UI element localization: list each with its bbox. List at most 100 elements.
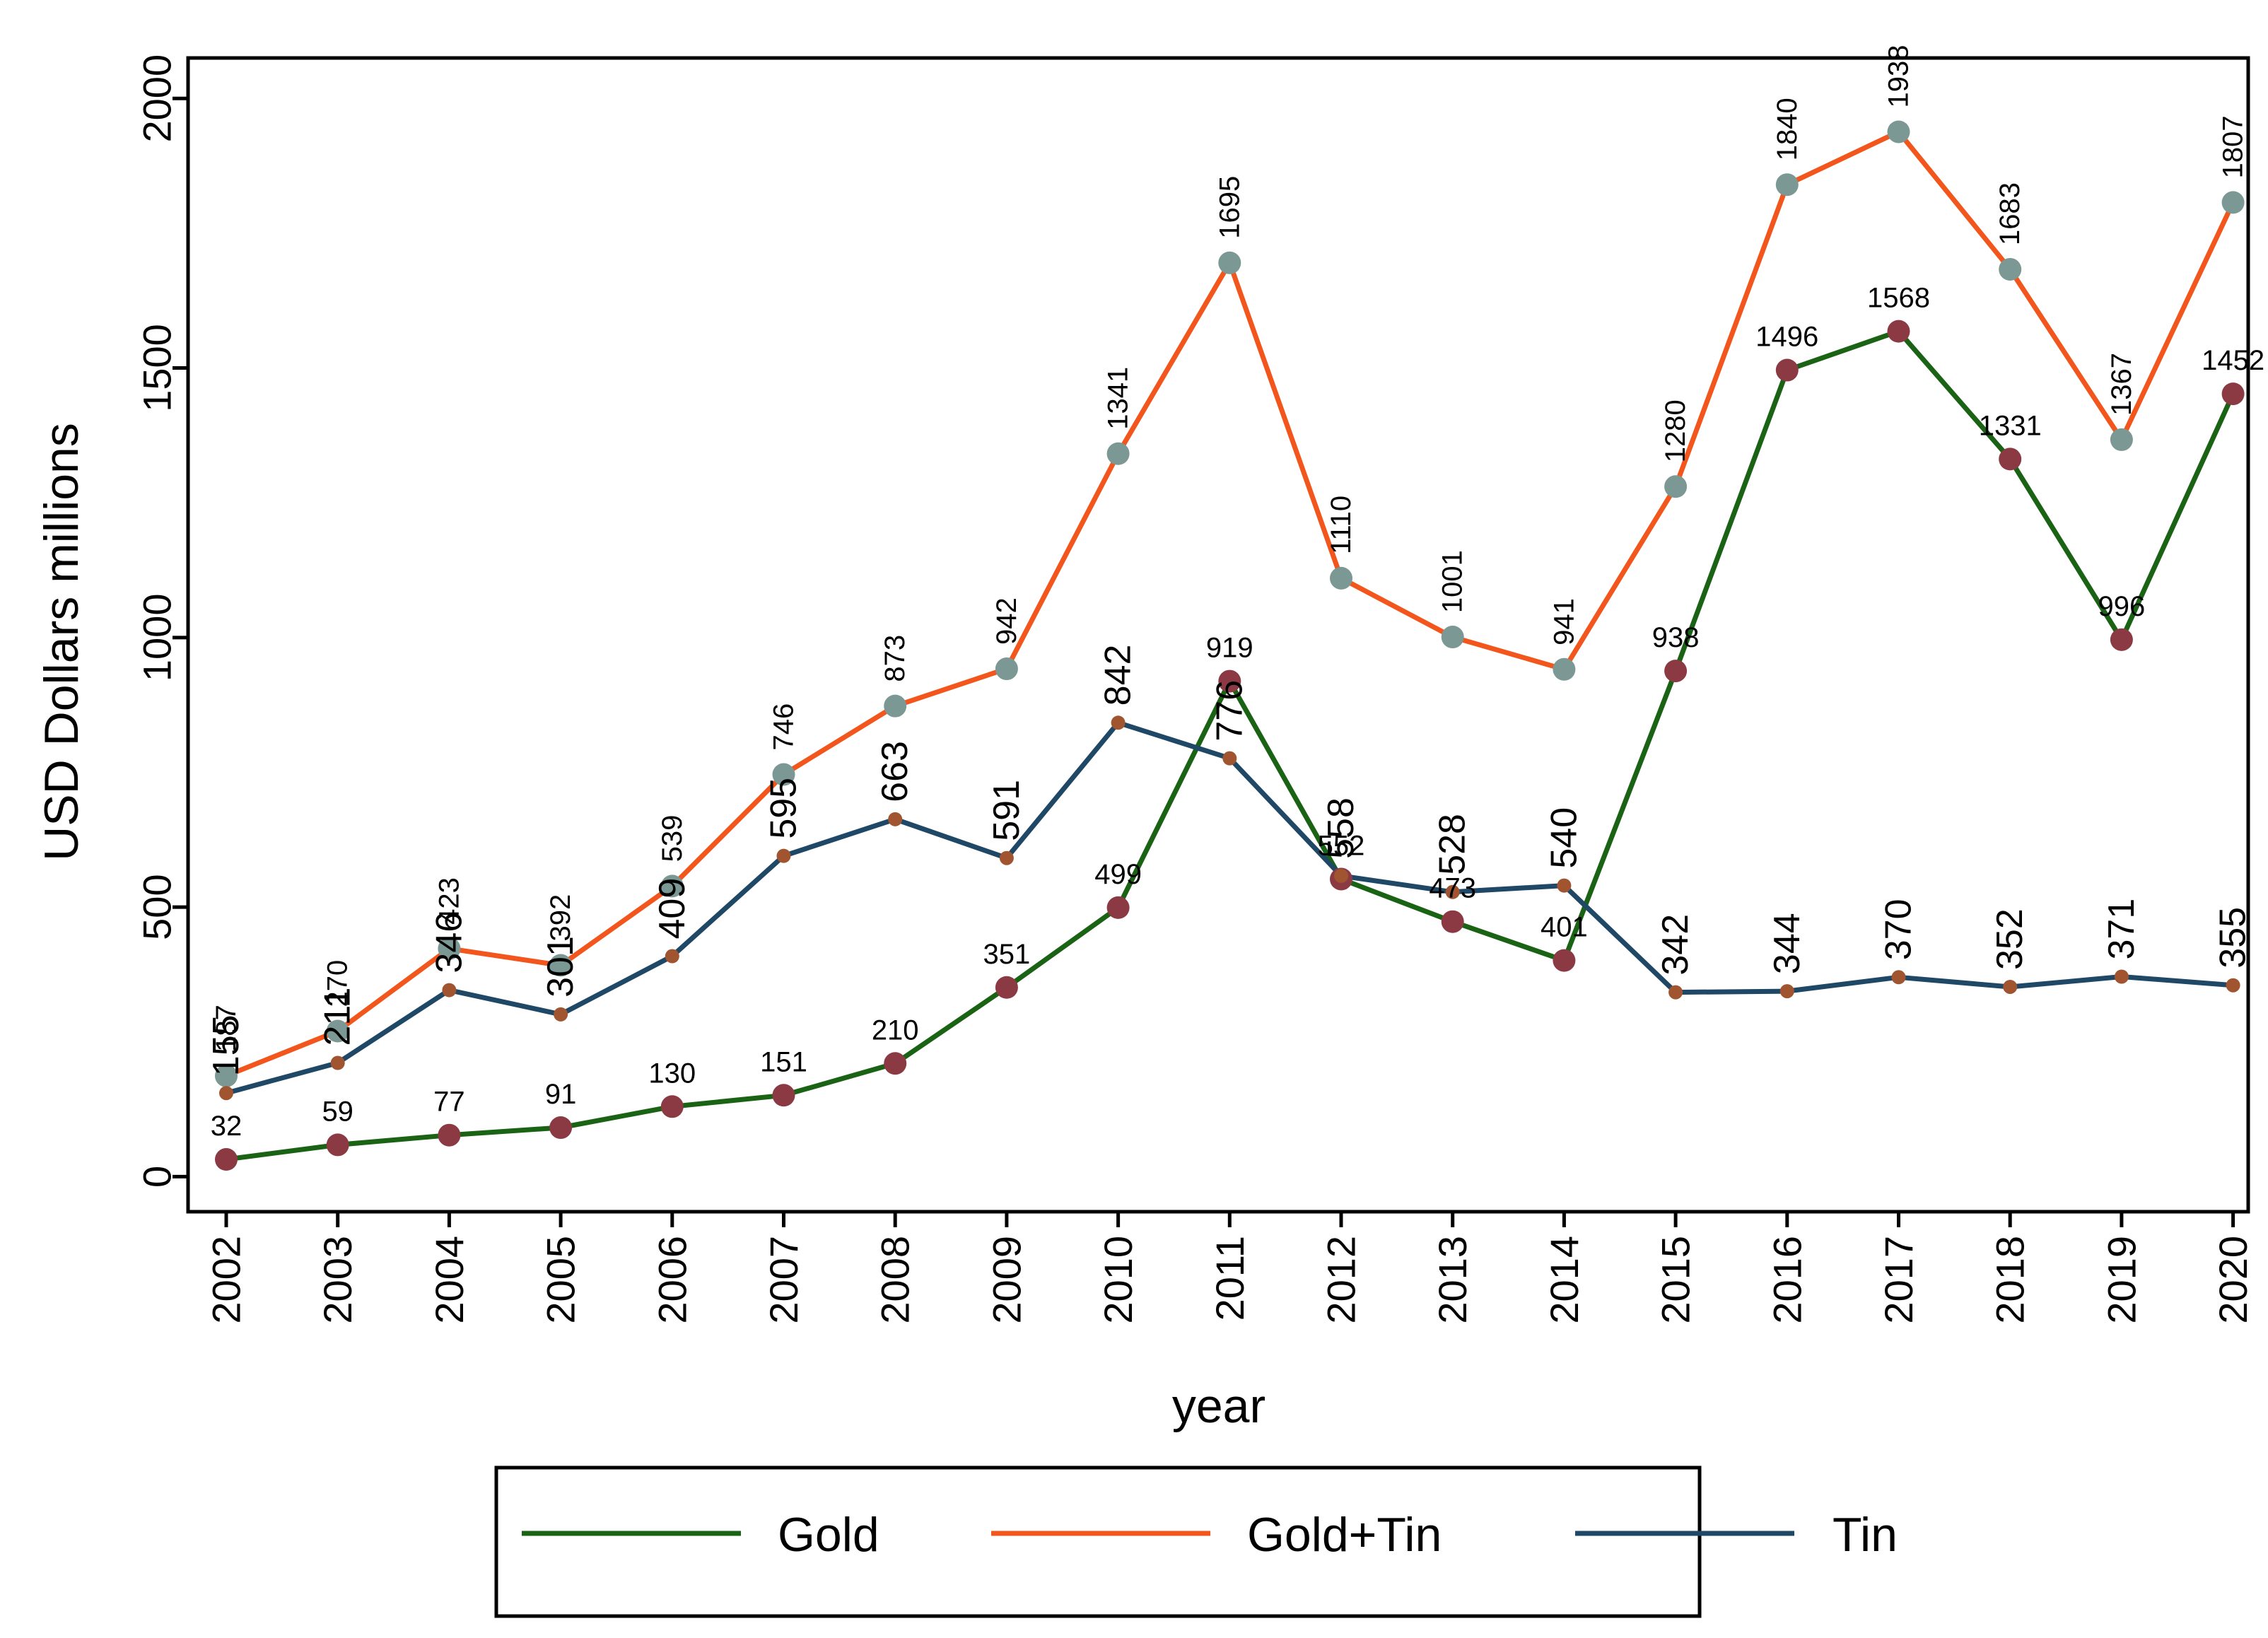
data-label-tin: 352	[1989, 908, 2030, 970]
data-label-gold-plus-tin: 746	[768, 703, 800, 751]
data-label-gold-plus-tin: 1683	[1994, 182, 2026, 245]
point-gold	[884, 1052, 907, 1075]
data-label-gold: 1568	[1867, 283, 1930, 314]
point-gold-plus-tin	[549, 954, 573, 977]
point-tin	[554, 1007, 568, 1022]
legend-box	[494, 1466, 1702, 1618]
data-label-tin: 344	[1767, 913, 1808, 974]
point-gold	[1887, 320, 1910, 343]
y-tick-label: 1500	[135, 324, 180, 412]
point-gold-plus-tin	[1106, 442, 1130, 465]
x-tick-label: 2002	[204, 1236, 249, 1324]
data-label-gold-plus-tin: 1695	[1214, 176, 1245, 239]
data-label-gold-plus-tin: 423	[433, 877, 464, 925]
data-label-tin: 301	[540, 936, 581, 998]
x-tick-label: 2013	[1430, 1236, 1475, 1324]
data-label-tin: 540	[1543, 807, 1584, 869]
point-tin	[442, 983, 457, 998]
point-tin	[219, 1086, 233, 1101]
point-gold-plus-tin	[1887, 120, 1910, 144]
point-tin	[2114, 969, 2129, 984]
point-gold-plus-tin	[326, 1019, 349, 1043]
point-gold	[660, 1095, 684, 1118]
point-gold	[1775, 358, 1799, 382]
data-label-tin: 211	[317, 988, 358, 1046]
data-label-gold-plus-tin: 270	[322, 960, 353, 1007]
point-tin	[1891, 970, 1906, 985]
data-label-gold: 351	[983, 939, 1031, 970]
data-label-tin: 409	[652, 878, 693, 940]
data-label-gold-plus-tin: 942	[991, 597, 1022, 645]
point-gold	[549, 1116, 573, 1140]
data-label-gold: 919	[1206, 633, 1253, 664]
legend-label-tin: Tin	[1832, 1508, 1898, 1562]
point-tin	[330, 1055, 345, 1070]
data-label-tin: 663	[875, 741, 916, 802]
point-gold	[2221, 382, 2245, 406]
data-labels: 32 59 77 91 130 151 210 351 499 919 552 473 401 938 14…	[206, 45, 2264, 1142]
y-tick-label: 500	[135, 874, 180, 940]
point-tin	[2226, 978, 2240, 993]
point-gold-plus-tin	[438, 937, 461, 960]
data-label-gold: 151	[760, 1046, 807, 1077]
data-label-gold: 996	[2098, 591, 2146, 622]
data-label-gold: 210	[872, 1014, 919, 1046]
x-tick-label: 2008	[873, 1236, 918, 1324]
series-markers	[215, 120, 2245, 1171]
y-tick-label: 1000	[135, 594, 180, 682]
data-label-gold-plus-tin: 187	[211, 1005, 242, 1052]
data-label-gold-plus-tin: 1807	[2218, 115, 2249, 178]
point-tin	[2003, 979, 2018, 994]
point-tin	[1222, 751, 1237, 766]
point-gold-plus-tin	[1441, 626, 1464, 649]
x-tick-label: 2010	[1096, 1236, 1140, 1324]
point-gold	[995, 976, 1018, 999]
data-label-gold: 77	[433, 1087, 465, 1118]
x-tick-label: 2011	[1208, 1236, 1252, 1321]
plot-frame	[186, 56, 2250, 1214]
point-gold	[1106, 896, 1130, 919]
data-label-gold-plus-tin: 1938	[1883, 45, 1915, 107]
point-tin	[999, 850, 1014, 865]
point-gold-plus-tin	[660, 874, 684, 898]
x-tick-label: 2005	[539, 1236, 583, 1324]
data-label-gold-plus-tin: 1110	[1326, 496, 1357, 554]
point-tin	[1557, 878, 1572, 893]
point-gold	[1218, 669, 1241, 693]
point-tin	[1334, 868, 1348, 883]
data-label-tin: 371	[2101, 899, 2142, 960]
point-gold	[215, 1148, 238, 1171]
data-label-tin: 776	[1209, 680, 1250, 742]
data-label-gold: 499	[1094, 859, 1142, 890]
point-gold	[1999, 447, 2022, 471]
data-label-gold-plus-tin: 941	[1548, 598, 1579, 645]
x-axis-title: year	[1172, 1379, 1265, 1433]
x-tick-label: 2014	[1542, 1236, 1586, 1324]
x-tick-label: 2016	[1765, 1236, 1809, 1324]
x-tick-label: 2004	[427, 1236, 472, 1324]
point-gold	[438, 1123, 461, 1147]
point-tin	[1779, 984, 1794, 999]
data-label-gold: 130	[648, 1058, 696, 1089]
data-label-gold-plus-tin: 873	[879, 635, 911, 682]
legend: Gold Gold+Tin Tin	[494, 1466, 1898, 1618]
point-gold-plus-tin	[1775, 173, 1799, 197]
data-label-tin: 842	[1098, 645, 1139, 706]
point-gold-plus-tin	[995, 657, 1018, 681]
data-label-gold: 938	[1652, 622, 1700, 653]
x-tick-label: 2003	[315, 1236, 360, 1324]
point-gold	[2110, 628, 2133, 651]
x-tick-label: 2018	[1988, 1236, 2033, 1324]
data-label-tin: 528	[1432, 814, 1473, 875]
x-tick-label: 2009	[984, 1236, 1029, 1324]
x-tick-label: 2006	[650, 1236, 694, 1324]
axes: 0 500 1000 1500 2000 2002 2003 2004 2005 2006 2007…	[135, 54, 2256, 1324]
point-tin	[1668, 985, 1683, 1000]
point-gold-plus-tin	[1999, 257, 2022, 281]
data-label-gold: 473	[1429, 873, 1476, 904]
point-tin	[776, 848, 791, 863]
data-label-tin: 370	[1878, 899, 1919, 960]
data-label-gold-plus-tin: 539	[657, 815, 688, 862]
